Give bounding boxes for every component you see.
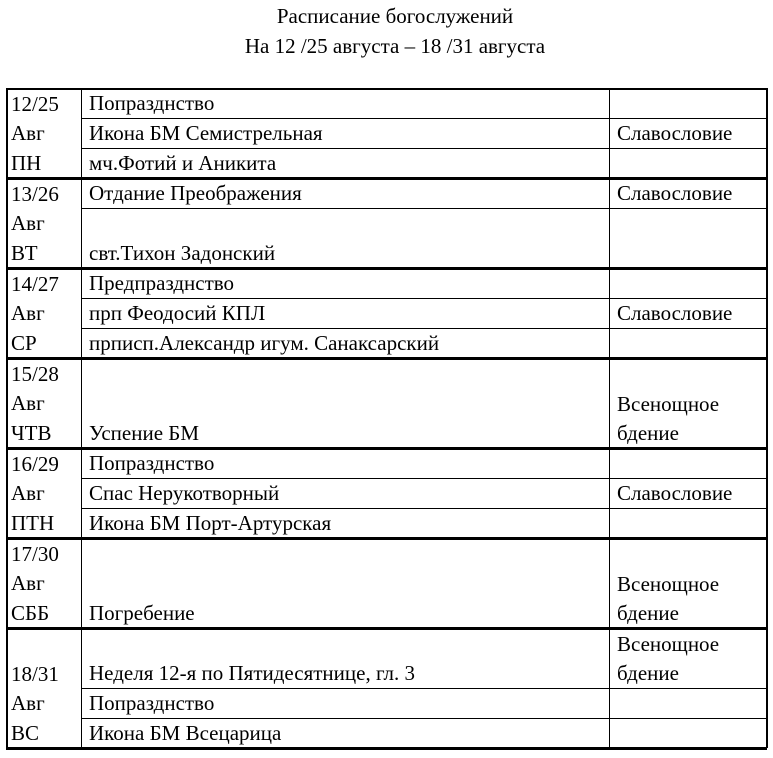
day-weekday: СББ: [11, 600, 50, 625]
day-month: Авг: [11, 211, 45, 235]
feast-cell: прписп.Александр игум. Санаксарский: [89, 330, 440, 355]
day-month: Авг: [11, 301, 45, 325]
row-divider: [81, 478, 767, 479]
day-cell: 18/31 Авг ВС: [6, 628, 81, 748]
day-cell: 17/30 Авг СББ: [6, 538, 81, 628]
service-cell: [609, 148, 767, 178]
service-cell: [609, 88, 767, 118]
service-cell: Славословие: [617, 481, 733, 505]
row-divider: [81, 718, 767, 719]
day-date: 17/30: [11, 541, 59, 566]
day-month: Авг: [11, 391, 45, 415]
feast-cell: Попразднство: [89, 90, 215, 115]
feast-cell: Икона БМ Порт-Артурская: [89, 510, 332, 535]
feast-cell: Спас Нерукотворный: [89, 480, 280, 505]
row-divider: [81, 148, 767, 149]
day-month: Авг: [11, 481, 45, 505]
service-cell: [609, 448, 767, 478]
day-divider: [6, 537, 767, 540]
service-cell: Славословие: [617, 181, 733, 205]
table-border-right: [766, 88, 768, 748]
feast-cell: свт.Тихон Задонский: [89, 240, 276, 265]
day-date: 18/31: [11, 661, 59, 686]
row-divider: [81, 508, 767, 509]
day-cell: 13/26 Авг ВТ: [6, 178, 81, 268]
feast-cell: Икона БМ Семистрельная: [89, 120, 323, 145]
column-divider: [81, 88, 82, 748]
service-cell: Всенощное бдение: [617, 572, 720, 625]
day-cell: 15/28 Авг ЧТВ: [6, 358, 81, 448]
day-weekday: СР: [11, 330, 37, 355]
day-cell: 14/27 Авг СР: [6, 268, 81, 358]
service-cell: Славословие: [617, 301, 733, 325]
day-divider: [6, 357, 767, 360]
row-divider: [81, 328, 767, 329]
page-title: Расписание богослужений: [276, 4, 514, 28]
day-divider: [6, 267, 767, 270]
row-divider: [81, 688, 767, 689]
service-cell: Всенощное бдение: [617, 632, 720, 685]
day-divider: [6, 447, 767, 450]
service-cell: [609, 328, 767, 358]
day-weekday: ПТН: [11, 510, 55, 535]
feast-cell: Погребение: [89, 600, 195, 625]
day-cell: 12/25 Авг ПН: [6, 88, 81, 178]
day-date: 13/26: [11, 181, 59, 206]
feast-cell: прп Феодосий КПЛ: [89, 300, 266, 325]
day-month: Авг: [11, 571, 45, 595]
day-weekday: ВТ: [11, 240, 38, 265]
service-cell: [609, 718, 767, 748]
service-cell: [609, 268, 767, 298]
day-date: 15/28: [11, 361, 59, 386]
feast-cell: Отдание Преображения: [89, 180, 302, 205]
feast-cell: Успение БМ: [89, 420, 200, 445]
day-weekday: ВС: [11, 720, 40, 745]
service-cell: Славословие: [617, 121, 733, 145]
day-date: 14/27: [11, 271, 59, 296]
feast-cell: Предпразднство: [89, 270, 235, 295]
table-border-left: [6, 88, 8, 748]
feast-cell: Попразднство: [89, 450, 215, 475]
day-weekday: ПН: [11, 150, 42, 175]
day-divider: [6, 627, 767, 630]
feast-cell: Неделя 12-я по Пятидесятнице, гл. 3: [89, 660, 415, 685]
day-month: Авг: [11, 121, 45, 145]
day-divider: [6, 747, 767, 750]
service-cell: [609, 688, 767, 718]
page-subtitle: На 12 /25 августа – 18 /31 августа: [244, 34, 546, 58]
day-date: 12/25: [11, 91, 59, 116]
row-divider: [81, 208, 767, 209]
day-month: Авг: [11, 691, 45, 715]
day-divider: [6, 177, 767, 180]
service-cell: [609, 508, 767, 538]
feast-cell: Попразднство: [89, 690, 215, 715]
table-border-top: [6, 88, 767, 90]
service-cell: Всенощное бдение: [617, 392, 720, 445]
column-divider: [609, 88, 610, 748]
day-cell: 16/29 Авг ПТН: [6, 448, 81, 538]
service-cell: [609, 208, 767, 268]
day-date: 16/29: [11, 451, 59, 476]
row-divider: [81, 118, 767, 119]
day-weekday: ЧТВ: [11, 420, 52, 445]
feast-cell: Икона БМ Всецарица: [89, 720, 282, 745]
row-divider: [81, 298, 767, 299]
feast-cell: мч.Фотий и Аникита: [89, 150, 277, 175]
